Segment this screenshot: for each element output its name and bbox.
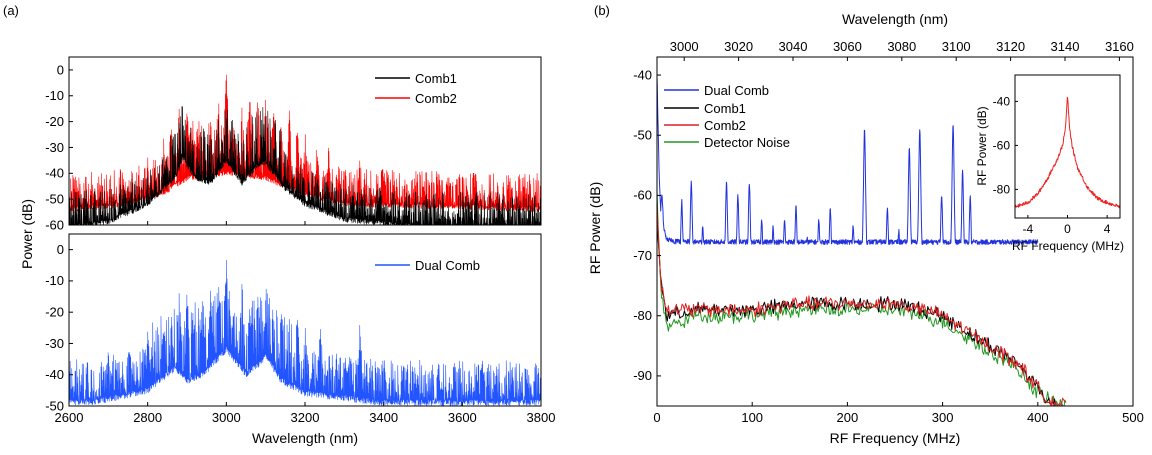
panel-a-bottom-y-tick-label: -10 bbox=[45, 273, 64, 288]
panel-b-label: (b) bbox=[594, 3, 610, 18]
inset-y-tick-label: -40 bbox=[993, 94, 1011, 108]
panel-a-label: (a) bbox=[3, 3, 19, 18]
inset-background bbox=[1015, 75, 1120, 218]
inset-y-tick-label: -80 bbox=[993, 182, 1011, 196]
panel-b-x-tick-label: 0 bbox=[653, 410, 660, 425]
panel-b-x-tick-label: 400 bbox=[1027, 410, 1049, 425]
panel-a-x-tick-label: 3000 bbox=[212, 410, 241, 425]
inset-x-axis-label: RF Frequency (MHz) bbox=[1012, 239, 1124, 253]
panel-b-y-tick-label: -60 bbox=[633, 188, 652, 203]
panel-b-legend: Dual Comb Comb1 Comb2 Detector Noise bbox=[664, 83, 790, 150]
panel-b-y-tick-label: -80 bbox=[633, 308, 652, 323]
panel-a-x-tick-label: 3800 bbox=[527, 410, 556, 425]
panel-b-inset: -40-60-80-4 0 4 RF Frequency (MHz) RF Powe… bbox=[975, 74, 1124, 253]
panel-a-y-axis-label: Power (dB) bbox=[19, 199, 35, 269]
panel-a-top-legend: Comb1 Comb2 bbox=[375, 71, 457, 106]
legend-label-comb2-b: Comb2 bbox=[704, 118, 746, 133]
panel-b-frame bbox=[656, 56, 1134, 407]
panel-b-x-tick-label: 200 bbox=[837, 410, 859, 425]
panel-b-x-tick-label: 500 bbox=[1122, 410, 1144, 425]
legend-label-comb1: Comb1 bbox=[415, 71, 457, 86]
panel-a-top-y-tick-label: -60 bbox=[45, 217, 64, 232]
panel-a-top-y-tick-label: -10 bbox=[45, 88, 64, 103]
inset-x-tick-label: 4 bbox=[1104, 222, 1111, 236]
legend-label-comb2: Comb2 bbox=[415, 91, 457, 106]
inset-x-tick-label: -4 bbox=[1023, 222, 1034, 236]
legend-label-dual-comb-a: Dual Comb bbox=[415, 258, 480, 273]
series-dual-comb-a-line bbox=[69, 260, 541, 406]
panel-a-bottom-y-tick-label: -40 bbox=[45, 367, 64, 382]
panel-a-bottom-y-tick-label: -30 bbox=[45, 336, 64, 351]
panel-b-top-x-tick-label: 3100 bbox=[942, 39, 971, 54]
panel-b-y-tick-label: -90 bbox=[633, 368, 652, 383]
panel-b-top-x-tick-label: 3120 bbox=[996, 39, 1025, 54]
series-comb2-b-line bbox=[657, 203, 1066, 406]
panel-b-y-tick-label: -50 bbox=[633, 128, 652, 143]
panel-b-top-x-tick-label: 3040 bbox=[779, 39, 808, 54]
panel-a-top-y-tick-label: -40 bbox=[45, 166, 64, 181]
series-comb1-line bbox=[69, 106, 541, 225]
series-comb1-b-line bbox=[657, 221, 1057, 406]
panel-b-top-x-tick-label: 3140 bbox=[1051, 39, 1080, 54]
panel-a-x-tick-label: 3200 bbox=[291, 410, 320, 425]
panel-b-top-x-tick-label: 3160 bbox=[1105, 39, 1134, 54]
panel-b-x-tick-label: 300 bbox=[932, 410, 954, 425]
panel-a-x-tick-label: 3600 bbox=[448, 410, 477, 425]
panel-b-x-axis-label: RF Frequency (MHz) bbox=[830, 430, 961, 446]
panel-a-top-y-tick-label: -20 bbox=[45, 114, 64, 129]
panel-a-x-tick-label: 2800 bbox=[133, 410, 162, 425]
legend-label-comb1-b: Comb1 bbox=[704, 101, 746, 116]
series-detector-noise-line bbox=[657, 191, 1067, 406]
panel-b-top-x-tick-label: 3080 bbox=[887, 39, 916, 54]
panel-b-x-tick-label: 100 bbox=[741, 410, 763, 425]
series-dual-comb-b-line bbox=[657, 76, 1039, 245]
panel-a-bottom-y-tick-label: 0 bbox=[57, 242, 64, 257]
legend-label-detector-noise: Detector Noise bbox=[704, 135, 790, 150]
panel-a-bottom-legend: Dual Comb bbox=[375, 258, 480, 273]
inset-y-axis-label: RF Power (dB) bbox=[975, 106, 989, 185]
panel-a-top-plot: 0 -10 -20 -30 -40 -50 -60 Comb1 Comb2 bbox=[45, 56, 542, 232]
panel-a-top-y-tick-label: -50 bbox=[45, 191, 64, 206]
panel-b-top-x-tick-label: 3000 bbox=[670, 39, 699, 54]
panel-a-x-axis-label: Wavelength (nm) bbox=[252, 430, 358, 446]
panel-a-bottom-y-tick-label: -50 bbox=[45, 398, 64, 413]
panel-b-y-tick-label: -70 bbox=[633, 248, 652, 263]
panel-a-top-y-tick-label: 0 bbox=[57, 62, 64, 77]
panel-b-top-x-tick-label: 3020 bbox=[724, 39, 753, 54]
panel-b-top-x-tick-label: 3060 bbox=[833, 39, 862, 54]
inset-x-tick-label: 0 bbox=[1064, 222, 1071, 236]
panel-a-x-tick-label: 2600 bbox=[55, 410, 84, 425]
inset-y-tick-label: -60 bbox=[993, 138, 1011, 152]
panel-b-y-tick-label: -40 bbox=[633, 67, 652, 82]
legend-label-dual-comb-b: Dual Comb bbox=[704, 83, 769, 98]
panel-a-top-y-tick-label: -30 bbox=[45, 140, 64, 155]
panel-b-top-axis-label: Wavelength (nm) bbox=[842, 11, 948, 27]
panel-b-y-axis-label: RF Power (dB) bbox=[587, 182, 603, 275]
panel-a-bottom-y-tick-label: -20 bbox=[45, 305, 64, 320]
panel-a-x-tick-label: 3400 bbox=[369, 410, 398, 425]
inset-series-line bbox=[1015, 96, 1120, 209]
